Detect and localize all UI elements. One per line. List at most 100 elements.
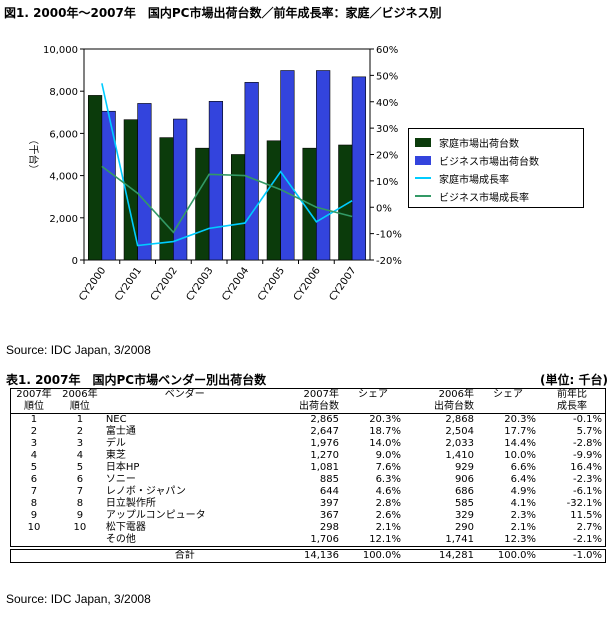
table-cell-u07: 298 [319, 522, 339, 533]
total-cell-u07: 14,136 [266, 549, 342, 563]
combo-chart: 0 2,000 4,000 6,000 8,000 10,000 -20% -10% 0% 10%… [27, 45, 402, 303]
total-cell-label: 合計 [102, 549, 267, 563]
table-row: 2 2 富士通 2,647 18.7% 2,504 17.7% 5.7% [9, 426, 607, 438]
table-cell-r07: 2 [9, 426, 57, 438]
bar-home-units [195, 147, 210, 261]
legend-label-home-growth: 家庭市場成長率 [439, 174, 509, 186]
table-cell-u07: 1,706 [266, 534, 342, 547]
y2-tick-label: -10% [376, 230, 402, 241]
bar-business-units [351, 76, 367, 261]
total-cell-yoy: -1.0% [539, 549, 607, 563]
table-row: 5 5 日本HP 1,081 7.6% 929 6.6% 16.4% [9, 462, 607, 474]
legend-label-business-units: ビジネス市場出荷台数 [439, 156, 539, 168]
table-cell-s06: 10.0% [504, 450, 537, 461]
header-units-2006: 2006年 出荷台数 [434, 389, 475, 412]
y2-tick-label: 40% [376, 98, 398, 109]
y-tick-label: 10,000 [43, 45, 78, 56]
y2-tick-label: 10% [376, 177, 398, 188]
table-cell-r07: 3 [9, 438, 57, 450]
table-cell-u07: 1,270 [310, 450, 339, 461]
table-total-row: 合計 14,136 100.0% 14,281 100.0% -1.0% [9, 549, 607, 563]
table-cell-r06: 10 [73, 522, 87, 533]
table-cell-u07: 397 [319, 498, 339, 509]
line-business-growth [101, 165, 353, 234]
vendor-table: 2007年 順位 2006年 順位 ベンダー 2007年 出荷台数 シェア 2006年… [9, 388, 607, 563]
table-row: 9 9 アップルコンピュータ 367 2.6% 329 2.3% 11.5% [9, 510, 607, 522]
table-cell-s07: 14.0% [369, 438, 401, 449]
y2-tick-label: 20% [376, 151, 398, 162]
table-cell-u06: 929 [454, 462, 475, 473]
bar-home-units [87, 95, 103, 261]
table-row: 10 10 松下電器 298 2.1% 290 2.1% 2.7% [9, 522, 607, 534]
table-cell-u06: 686 [454, 486, 475, 497]
table-cell-s07: 7.6% [375, 462, 401, 473]
line-home-growth [101, 83, 353, 247]
table-cell-vendor: 松下電器 [105, 522, 146, 533]
table-cell-yoy: 11.5% [539, 510, 607, 522]
table-cell-yoy: 16.4% [539, 462, 607, 474]
table-cell-s06: 20.3% [504, 414, 537, 425]
bar-home-units [266, 140, 281, 261]
table-cell-u07: 885 [319, 474, 339, 485]
legend-item-home-growth: 家庭市場成長率 [415, 169, 577, 187]
table-cell-s07: 6.3% [375, 474, 401, 485]
table-cell-s06: 4.9% [510, 486, 537, 497]
header-rank-2007: 2007年 順位 [9, 388, 57, 414]
table-cell-vendor: NEC [105, 414, 127, 425]
y2-tick-label: 30% [376, 124, 398, 135]
table-cell-r07: 4 [9, 450, 57, 462]
table-cell-r07 [9, 534, 57, 547]
table-cell-u06: 2,504 [445, 426, 475, 437]
chart-legend: 家庭市場出荷台数 ビジネス市場出荷台数 家庭市場成長率 ビジネス市場成長率 [408, 128, 584, 208]
table-cell-vendor: 富士通 [105, 426, 136, 437]
table-cell-yoy: 2.7% [539, 522, 607, 534]
table-cell-s07: 20.3% [369, 414, 401, 425]
total-cell-s06: 100.0% [477, 549, 540, 563]
table-cell-s07: 4.6% [375, 486, 401, 497]
table-cell-s06: 12.3% [477, 534, 540, 547]
legend-swatch-home-growth [415, 177, 431, 179]
bar-business-units [208, 101, 224, 261]
table-cell-r06: 1 [76, 414, 84, 425]
table-cell-r07: 8 [9, 498, 57, 510]
table-cell-r06: 3 [76, 438, 84, 449]
table-cell-yoy: -2.8% [539, 438, 607, 450]
table-cell-s06: 17.7% [504, 426, 537, 437]
table-cell-r06: 8 [76, 498, 84, 509]
bar-business-units [316, 70, 331, 261]
header-yoy-growth: 前年比 成長率 [539, 388, 607, 414]
header-units-2007: 2007年 出荷台数 [298, 389, 339, 412]
legend-item-business-growth: ビジネス市場成長率 [415, 187, 577, 205]
table-cell-u07: 367 [319, 510, 339, 521]
table-cell-u06: 329 [454, 510, 475, 521]
table-cell-r06: 7 [76, 486, 84, 497]
y-tick-label: 0 [72, 256, 78, 267]
legend-swatch-business-growth [415, 195, 431, 197]
table-cell-r07: 1 [9, 413, 57, 426]
x-tick-label: CY2001 [113, 265, 144, 303]
table-cell-s07: 9.0% [375, 450, 401, 461]
table-cell-s06: 6.4% [510, 474, 537, 485]
total-cell-s07: 100.0% [341, 549, 404, 563]
table-cell-yoy: -32.1% [539, 498, 607, 510]
table-cell-yoy: -2.3% [539, 474, 607, 486]
header-rank-2006: 2006年 順位 [62, 389, 98, 412]
table-source: Source: IDC Japan, 3/2008 [6, 592, 151, 606]
table-cell-yoy: 5.7% [539, 426, 607, 438]
legend-item-business-units: ビジネス市場出荷台数 [415, 151, 577, 169]
table-unit: (単位: 千台) [540, 373, 608, 387]
table-cell-u06: 585 [454, 498, 475, 509]
bar-home-units [230, 154, 246, 261]
table-cell-u06: 1,741 [403, 534, 478, 547]
y-tick-label: 4,000 [49, 172, 78, 183]
table-row: 4 4 東芝 1,270 9.0% 1,410 10.0% -9.9% [9, 450, 607, 462]
table-cell-r06: 6 [76, 474, 84, 485]
table-cell-yoy: -9.9% [539, 450, 607, 462]
table-cell-s07: 2.1% [375, 522, 401, 533]
table-cell-r07: 9 [9, 510, 57, 522]
table-cell-s06: 2.3% [510, 510, 537, 521]
table-cell-u07: 1,976 [310, 438, 339, 449]
table-row: 6 6 ソニー 885 6.3% 906 6.4% -2.3% [9, 474, 607, 486]
y2-tick-label: -20% [376, 256, 402, 267]
y-tick-label: 2,000 [49, 214, 78, 225]
